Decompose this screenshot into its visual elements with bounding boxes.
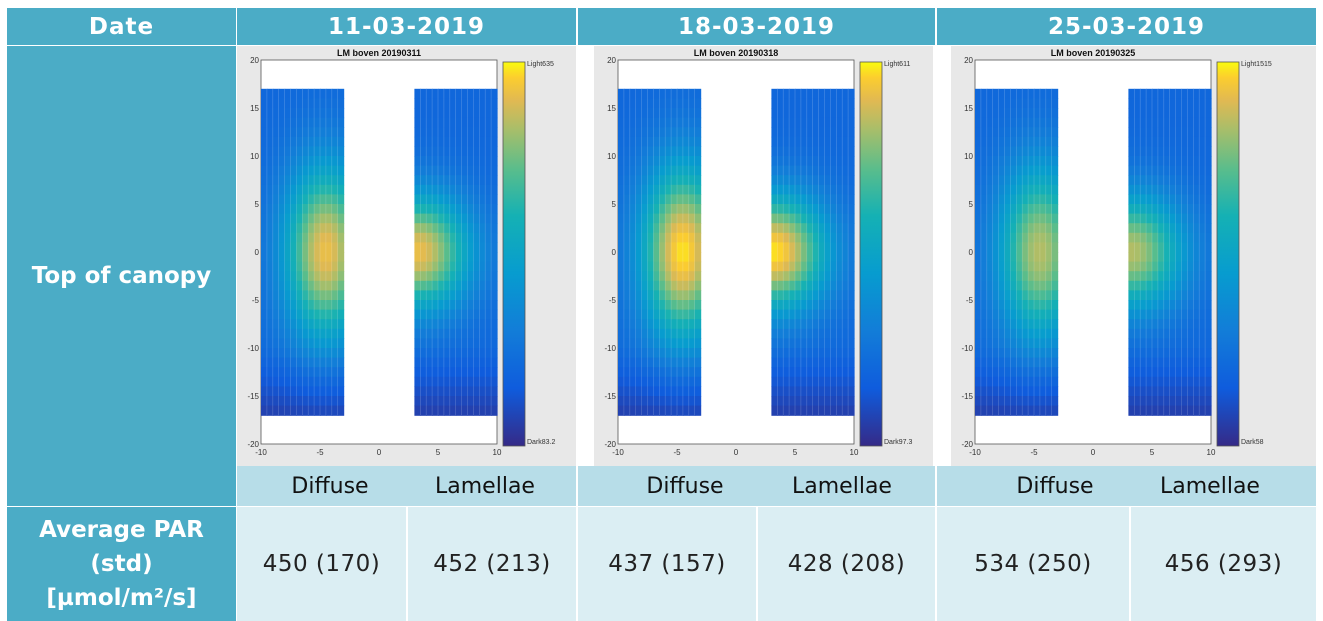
value-cell-1-diffuse: 450 (170) xyxy=(237,507,406,621)
caption-diffuse-3: Diffuse xyxy=(1016,473,1094,499)
caption-bar-1 xyxy=(237,466,576,506)
y-tick-label: -20 xyxy=(247,440,259,449)
y-tick-label: -5 xyxy=(609,296,617,305)
y-tick-label: -15 xyxy=(604,392,616,401)
x-tick-label: -5 xyxy=(316,448,324,457)
y-tick-label: -15 xyxy=(247,392,259,401)
x-tick-label: 10 xyxy=(493,448,502,457)
y-tick-label: 5 xyxy=(255,200,260,209)
y-tick-label: 20 xyxy=(250,56,259,65)
date-header: Date xyxy=(7,8,236,45)
heat-block-lamellae xyxy=(1128,88,1212,416)
par-row-label: Average PAR (std) [µmol/m²/s] xyxy=(7,507,236,621)
plot-title: LM boven 20190311 xyxy=(337,48,421,58)
colorbar-top-label: Light611 xyxy=(884,61,910,68)
y-tick-label: 5 xyxy=(612,200,617,209)
caption-bar-2 xyxy=(578,466,935,506)
date-label-1: 11-03-2019 xyxy=(327,13,486,40)
x-tick-label: 10 xyxy=(1207,448,1216,457)
x-tick-label: -5 xyxy=(673,448,681,457)
plot-title: LM boven 20190318 xyxy=(694,48,779,58)
colorbar xyxy=(859,61,883,447)
heat-block-lamellae xyxy=(771,88,855,416)
x-tick-label: 5 xyxy=(436,448,441,457)
value-cell-1-lamellae: 452 (213) xyxy=(408,507,576,621)
caption-diffuse-2: Diffuse xyxy=(646,473,724,499)
y-tick-label: 15 xyxy=(964,104,973,113)
date-column-3: 25-03-2019 xyxy=(937,8,1316,45)
x-tick-label: 0 xyxy=(1091,448,1096,457)
y-tick-label: 0 xyxy=(612,248,617,257)
heat-block-lamellae xyxy=(414,88,498,416)
colorbar-bottom-label: Dark58 xyxy=(1241,439,1264,446)
date-column-1: 11-03-2019 xyxy=(237,8,576,45)
y-tick-label: -10 xyxy=(604,344,616,353)
colorbar-bottom-label: Dark97.3 xyxy=(884,439,913,446)
y-tick-label: 20 xyxy=(607,56,616,65)
caption-lamellae-3: Lamellae xyxy=(1160,473,1260,499)
colorbar-top-label: Light1515 xyxy=(1241,61,1272,68)
date-header-label: Date xyxy=(88,13,155,40)
x-tick-label: -5 xyxy=(1030,448,1038,457)
colorbar-bottom-label: Dark83.2 xyxy=(527,439,556,446)
y-tick-label: 15 xyxy=(250,104,259,113)
canopy-label-text: Top of canopy xyxy=(31,262,212,289)
caption-lamellae-1: Lamellae xyxy=(435,473,535,499)
date-label-3: 25-03-2019 xyxy=(1047,13,1206,40)
x-tick-label: -10 xyxy=(255,448,267,457)
y-tick-label: -20 xyxy=(961,440,973,449)
colorbar-top-label: Light635 xyxy=(527,61,554,68)
y-tick-label: -5 xyxy=(252,296,260,305)
x-tick-label: 5 xyxy=(1150,448,1155,457)
caption-bar-3 xyxy=(937,466,1316,506)
x-tick-label: -10 xyxy=(612,448,624,457)
y-tick-label: -20 xyxy=(604,440,616,449)
x-tick-label: -10 xyxy=(969,448,981,457)
y-tick-label: 20 xyxy=(964,56,973,65)
canopy-row-label: Top of canopy xyxy=(7,46,236,506)
heatmap-svg: LM boven 2019032520151050-5-10-15-20-10-… xyxy=(961,48,1272,457)
y-tick-label: 0 xyxy=(969,248,974,257)
caption-diffuse-1: Diffuse xyxy=(291,473,369,499)
heatmap-svg: LM boven 2019031120151050-5-10-15-20-10-… xyxy=(247,48,556,457)
heat-block-diffuse xyxy=(261,88,345,416)
y-tick-label: 5 xyxy=(969,200,974,209)
y-tick-label: -10 xyxy=(961,344,973,353)
value-cell-2-lamellae: 428 (208) xyxy=(758,507,935,621)
value-cell-2-diffuse: 437 (157) xyxy=(578,507,756,621)
y-tick-label: 10 xyxy=(964,152,973,161)
x-tick-label: 0 xyxy=(734,448,739,457)
y-tick-label: 10 xyxy=(607,152,616,161)
y-tick-label: -10 xyxy=(247,344,259,353)
y-tick-label: 15 xyxy=(607,104,616,113)
heatmap-panel-1: LM boven 20190311 20 15 10 5 0 -5 -10 -15 -20 -10-… xyxy=(237,46,576,466)
x-tick-label: 10 xyxy=(850,448,859,457)
value-cell-3-diffuse: 534 (250) xyxy=(937,507,1129,621)
y-tick-label: 10 xyxy=(250,152,259,161)
y-tick-label: -5 xyxy=(966,296,974,305)
heat-block-diffuse xyxy=(975,88,1059,416)
date-label-2: 18-03-2019 xyxy=(677,13,836,40)
caption-lamellae-2: Lamellae xyxy=(792,473,892,499)
date-column-2: 18-03-2019 xyxy=(578,8,935,45)
heat-block-diffuse xyxy=(618,88,702,416)
par-label-line-2: (std) xyxy=(90,551,153,577)
colorbar xyxy=(1216,61,1240,447)
plot-title: LM boven 20190325 xyxy=(1051,48,1136,58)
y-tick-label: -15 xyxy=(961,392,973,401)
heatmap-panel-3: LM boven 20190325 20 15 10 5 0 -5 -10 -15 -20 -10-… xyxy=(951,46,1316,466)
par-label-line-1: Average PAR xyxy=(39,517,204,543)
heatmap-panel-2: LM boven 20190318 20 15 10 5 0 -5 -10 -15 -20 -10-… xyxy=(594,46,933,466)
x-tick-label: 5 xyxy=(793,448,798,457)
par-label-line-3: [µmol/m²/s] xyxy=(46,585,197,611)
y-tick-label: 0 xyxy=(255,248,260,257)
heatmap-svg: LM boven 2019031820151050-5-10-15-20-10-… xyxy=(604,48,913,457)
value-cell-3-lamellae: 456 (293) xyxy=(1131,507,1316,621)
x-tick-label: 0 xyxy=(377,448,382,457)
colorbar xyxy=(502,61,526,447)
